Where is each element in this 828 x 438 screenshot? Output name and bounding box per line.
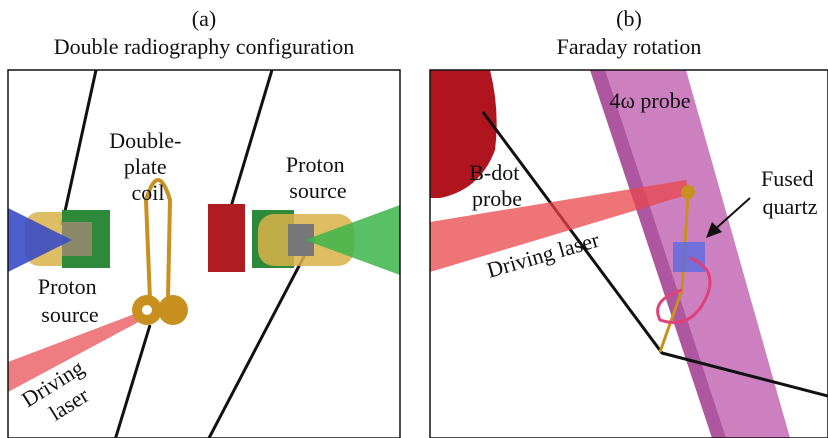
panel-title: Double radiography configuration xyxy=(54,34,355,59)
panel-label: (a) xyxy=(192,6,216,31)
panel-title: Faraday rotation xyxy=(557,34,702,59)
text-line: Proton xyxy=(38,274,97,299)
text-line: B-dot xyxy=(469,160,519,185)
panel-label: (b) xyxy=(616,6,642,31)
text-line: source xyxy=(289,178,346,203)
text-line: coil xyxy=(132,180,165,205)
text-line: Proton xyxy=(286,152,345,177)
panel-b-scene xyxy=(430,70,828,438)
text-line: plate xyxy=(124,154,167,179)
annotation: 4ω probe xyxy=(609,88,690,113)
text-line: probe xyxy=(472,186,522,211)
figure: (a) Double radiography configuration (b)… xyxy=(0,0,828,438)
text-line: Double- xyxy=(109,128,181,153)
text-line: source xyxy=(41,302,98,327)
annotation: B-dot probe xyxy=(469,160,525,211)
text-line: Fused xyxy=(761,166,814,191)
annotation: Proton source xyxy=(286,152,350,203)
text-line: quartz xyxy=(763,194,818,219)
